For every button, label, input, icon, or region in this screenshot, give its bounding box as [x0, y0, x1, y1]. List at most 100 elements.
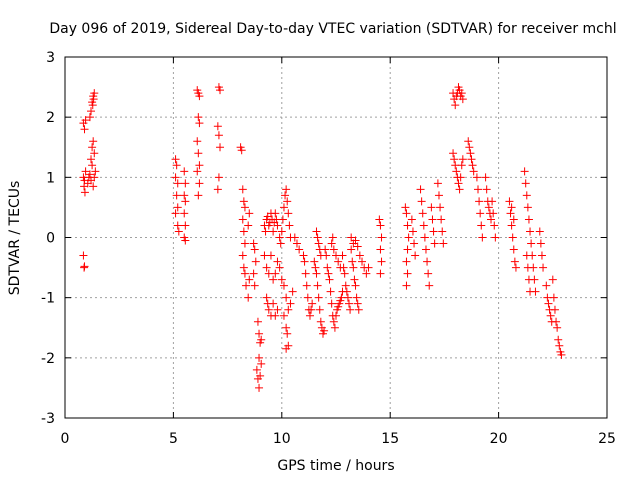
- data-point: [401, 203, 410, 212]
- y-tick-label: 1: [46, 170, 55, 186]
- data-point: [474, 185, 483, 194]
- data-point: [353, 299, 362, 308]
- data-point: [457, 161, 466, 170]
- data-point: [449, 149, 458, 158]
- data-point: [341, 281, 350, 290]
- data-point: [281, 191, 290, 200]
- data-point: [244, 293, 253, 302]
- data-point: [312, 269, 321, 278]
- data-point: [194, 113, 203, 122]
- data-point: [249, 269, 258, 278]
- data-point: [316, 317, 325, 326]
- data-point: [340, 269, 349, 278]
- data-point: [244, 221, 253, 230]
- data-point: [282, 185, 291, 194]
- data-point: [264, 305, 273, 314]
- data-point: [180, 191, 189, 200]
- data-point: [173, 179, 182, 188]
- data-point: [411, 251, 420, 260]
- data-point: [255, 329, 264, 338]
- data-point: [324, 269, 333, 278]
- data-point: [238, 185, 247, 194]
- data-point: [284, 305, 293, 314]
- data-point: [262, 263, 271, 272]
- data-point: [87, 107, 96, 116]
- data-point: [347, 233, 356, 242]
- data-point: [171, 173, 180, 182]
- data-point: [195, 92, 204, 101]
- y-tick-label: 2: [46, 110, 55, 126]
- data-point: [484, 203, 493, 212]
- data-point: [283, 197, 292, 206]
- data-point: [539, 263, 548, 272]
- data-point: [290, 233, 299, 242]
- data-point: [403, 221, 412, 230]
- data-point: [266, 251, 275, 260]
- data-point: [407, 215, 416, 224]
- data-point: [314, 239, 323, 248]
- data-point: [523, 263, 532, 272]
- data-point: [553, 323, 562, 332]
- data-point: [326, 287, 335, 296]
- data-point: [427, 203, 436, 212]
- data-point: [354, 305, 363, 314]
- data-point: [313, 281, 322, 290]
- data-point: [321, 245, 330, 254]
- data-point: [536, 239, 545, 248]
- data-point: [90, 173, 99, 182]
- data-point: [80, 125, 89, 134]
- data-point: [377, 233, 386, 242]
- data-point: [509, 215, 518, 224]
- data-point: [251, 257, 260, 266]
- data-point: [487, 215, 496, 224]
- data-point: [490, 221, 499, 230]
- data-point: [376, 269, 385, 278]
- data-point: [555, 341, 564, 350]
- data-point: [424, 269, 433, 278]
- data-point: [250, 281, 259, 290]
- data-point: [240, 269, 249, 278]
- data-point: [256, 371, 265, 380]
- data-point: [239, 263, 248, 272]
- data-point: [408, 227, 417, 236]
- data-point: [323, 263, 332, 272]
- data-point: [285, 221, 294, 230]
- data-point: [334, 257, 343, 266]
- data-point: [327, 239, 336, 248]
- data-point: [353, 242, 362, 251]
- data-point: [271, 209, 280, 218]
- data-point: [320, 326, 329, 335]
- data-point: [214, 131, 223, 140]
- data-point: [213, 185, 222, 194]
- data-point: [524, 275, 533, 284]
- data-point: [239, 197, 248, 206]
- chart-title: Day 096 of 2019, Sidereal Day-to-day VTE…: [49, 21, 616, 37]
- data-point: [549, 293, 558, 302]
- data-point: [275, 263, 284, 272]
- data-point: [80, 188, 89, 197]
- data-point: [523, 203, 532, 212]
- y-tick-label: -1: [41, 291, 55, 307]
- data-point: [239, 227, 248, 236]
- data-point: [305, 311, 314, 320]
- data-point: [245, 209, 254, 218]
- data-points: [79, 83, 566, 392]
- data-point: [456, 173, 465, 182]
- data-point: [325, 275, 334, 284]
- data-point: [180, 209, 189, 218]
- data-point: [195, 161, 204, 170]
- data-point: [507, 203, 516, 212]
- data-point: [511, 263, 520, 272]
- x-tick-label: 5: [169, 431, 178, 447]
- data-point: [181, 236, 190, 245]
- data-point: [364, 263, 373, 272]
- data-point: [237, 146, 246, 155]
- data-point: [275, 233, 284, 242]
- data-point: [468, 161, 477, 170]
- data-point: [417, 197, 426, 206]
- data-point: [544, 299, 553, 308]
- data-point: [434, 191, 443, 200]
- data-point: [342, 287, 351, 296]
- data-point: [250, 245, 259, 254]
- data-point: [245, 275, 254, 284]
